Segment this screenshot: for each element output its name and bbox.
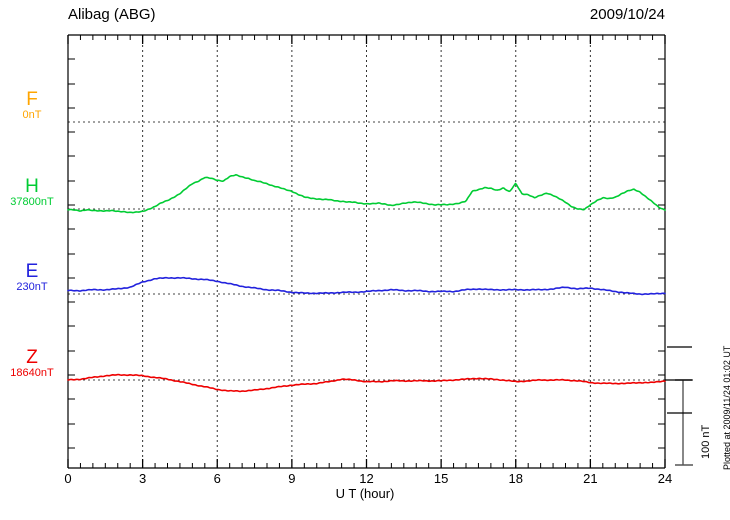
component-label-h: H 37800nT xyxy=(0,177,64,208)
x-tick-label-24: 24 xyxy=(657,471,673,486)
component-value-z: 18640nT xyxy=(10,366,54,379)
trace-e xyxy=(67,276,666,296)
component-label-e: E 230nT xyxy=(0,262,64,293)
page-title: Alibag (ABG) xyxy=(68,6,156,23)
component-label-f: F 0nT xyxy=(0,90,64,121)
component-label-z: Z 18640nT xyxy=(0,348,64,379)
trace-h xyxy=(67,174,666,214)
scalebar-label: 100 nT xyxy=(700,424,712,459)
x-tick-label-3: 3 xyxy=(139,471,147,486)
trace-z xyxy=(67,373,666,393)
component-value-f: 0nT xyxy=(22,108,42,121)
component-value-h: 37800nT xyxy=(10,195,54,208)
x-tick-label-21: 21 xyxy=(583,471,598,486)
x-tick-label-12: 12 xyxy=(359,471,374,486)
plotted-timestamp: Plotted at 2009/11/24 01:02 UT xyxy=(722,345,730,470)
component-letter-h: H xyxy=(25,176,39,197)
component-letter-f: F xyxy=(26,89,38,110)
x-tick-label-6: 6 xyxy=(213,471,221,486)
component-letter-e: E xyxy=(25,261,39,282)
observation-date: 2009/10/24 xyxy=(589,6,665,23)
x-axis-label: U T (hour) xyxy=(335,486,395,501)
x-tick-label-15: 15 xyxy=(433,471,449,486)
x-tick-label-0: 0 xyxy=(64,471,72,486)
x-tick-label-9: 9 xyxy=(288,471,296,486)
x-tick-label-18: 18 xyxy=(508,471,523,486)
component-value-e: 230nT xyxy=(16,280,48,293)
component-letter-z: Z xyxy=(26,347,38,368)
